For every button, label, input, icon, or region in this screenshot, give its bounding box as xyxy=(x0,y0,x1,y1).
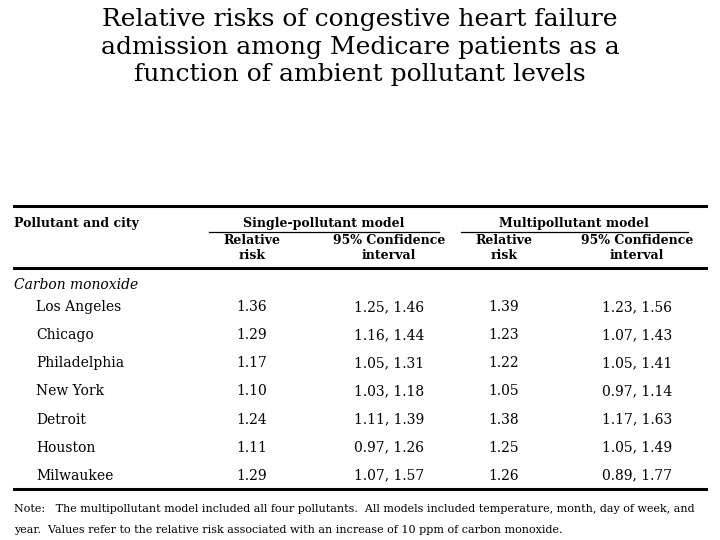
Text: 1.16, 1.44: 1.16, 1.44 xyxy=(354,328,424,342)
Text: 1.07, 1.43: 1.07, 1.43 xyxy=(602,328,672,342)
Text: 1.03, 1.18: 1.03, 1.18 xyxy=(354,384,424,399)
Text: 95% Confidence
interval: 95% Confidence interval xyxy=(581,234,693,262)
Text: Los Angeles: Los Angeles xyxy=(36,300,121,314)
Text: Chicago: Chicago xyxy=(36,328,94,342)
Text: Note:   The multipollutant model included all four pollutants.  All models inclu: Note: The multipollutant model included … xyxy=(14,504,695,515)
Text: 1.23: 1.23 xyxy=(489,328,519,342)
Text: 1.25, 1.46: 1.25, 1.46 xyxy=(354,300,424,314)
Text: New York: New York xyxy=(36,384,104,399)
Text: Houston: Houston xyxy=(36,441,95,455)
Text: Pollutant and city: Pollutant and city xyxy=(14,217,139,230)
Text: 1.17: 1.17 xyxy=(237,356,267,370)
Text: 1.11, 1.39: 1.11, 1.39 xyxy=(354,413,424,427)
Text: Carbon monoxide: Carbon monoxide xyxy=(14,278,139,292)
Text: 1.05, 1.31: 1.05, 1.31 xyxy=(354,356,424,370)
Text: 1.10: 1.10 xyxy=(237,384,267,399)
Text: 0.89, 1.77: 0.89, 1.77 xyxy=(602,469,672,483)
Text: 1.39: 1.39 xyxy=(489,300,519,314)
Text: 1.29: 1.29 xyxy=(237,328,267,342)
Text: 1.36: 1.36 xyxy=(237,300,267,314)
Text: 0.97, 1.26: 0.97, 1.26 xyxy=(354,441,424,455)
Text: Relative
risk: Relative risk xyxy=(475,234,533,262)
Text: 1.05: 1.05 xyxy=(489,384,519,399)
Text: 1.11: 1.11 xyxy=(237,441,267,455)
Text: Philadelphia: Philadelphia xyxy=(36,356,124,370)
Text: 1.29: 1.29 xyxy=(237,469,267,483)
Text: 1.22: 1.22 xyxy=(489,356,519,370)
Text: 95% Confidence
interval: 95% Confidence interval xyxy=(333,234,445,262)
Text: 1.05, 1.41: 1.05, 1.41 xyxy=(602,356,672,370)
Text: 1.38: 1.38 xyxy=(489,413,519,427)
Text: 1.26: 1.26 xyxy=(489,469,519,483)
Text: 1.05, 1.49: 1.05, 1.49 xyxy=(602,441,672,455)
Text: year.  Values refer to the relative risk associated with an increase of 10 ppm o: year. Values refer to the relative risk … xyxy=(14,525,563,535)
Text: Relative
risk: Relative risk xyxy=(223,234,281,262)
Text: Relative risks of congestive heart failure
admission among Medicare patients as : Relative risks of congestive heart failu… xyxy=(101,8,619,86)
Text: 1.23, 1.56: 1.23, 1.56 xyxy=(602,300,672,314)
Text: 1.17, 1.63: 1.17, 1.63 xyxy=(602,413,672,427)
Text: Single-pollutant model: Single-pollutant model xyxy=(243,217,405,230)
Text: 0.97, 1.14: 0.97, 1.14 xyxy=(602,384,672,399)
Text: Detroit: Detroit xyxy=(36,413,86,427)
Text: Multipollutant model: Multipollutant model xyxy=(499,217,649,230)
Text: 1.24: 1.24 xyxy=(237,413,267,427)
Text: 1.07, 1.57: 1.07, 1.57 xyxy=(354,469,424,483)
Text: Milwaukee: Milwaukee xyxy=(36,469,113,483)
Text: 1.25: 1.25 xyxy=(489,441,519,455)
